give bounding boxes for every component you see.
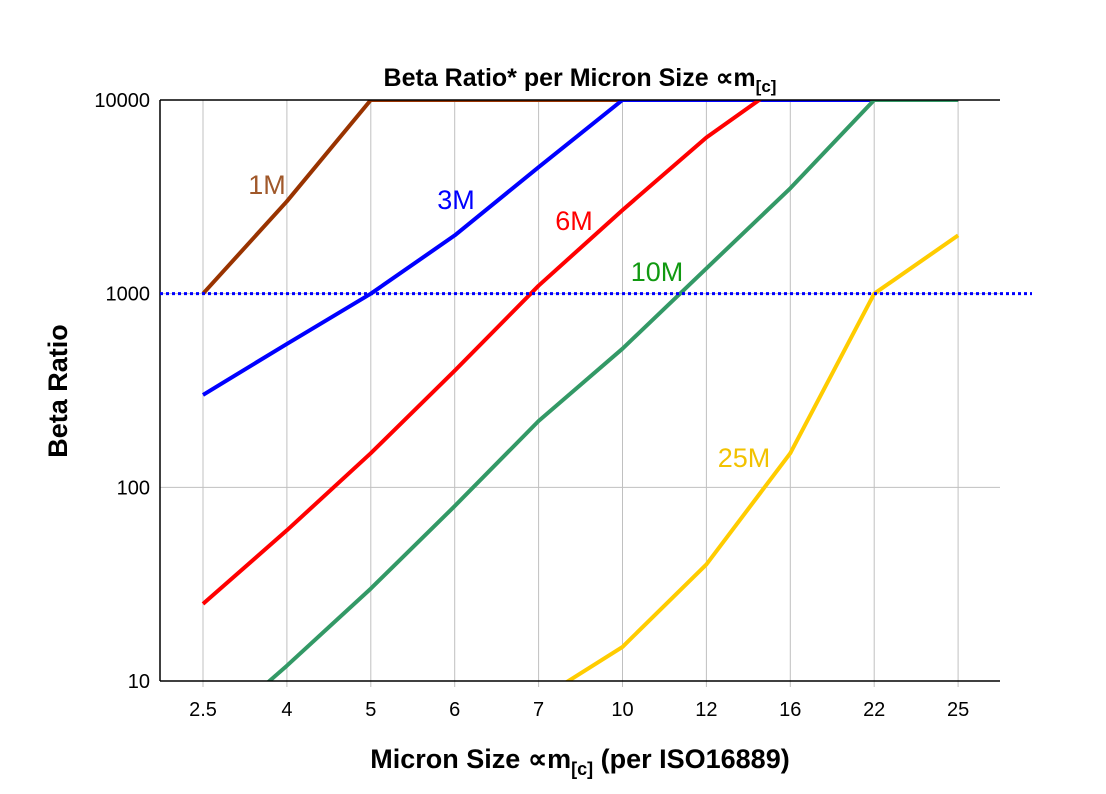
y-axis-label: Beta Ratio bbox=[43, 324, 73, 458]
series-label-6M: 6M bbox=[555, 206, 593, 236]
series-label-1M: 1M bbox=[248, 170, 286, 200]
x-axis-label: Micron Size ∝m[c] (per ISO16889) bbox=[370, 744, 789, 779]
series-label-10M: 10M bbox=[631, 257, 684, 287]
plot-frame bbox=[159, 99, 1032, 682]
x-tick-label: 5 bbox=[365, 699, 376, 721]
x-tick-label: 16 bbox=[779, 699, 801, 721]
series-line-3M bbox=[201, 100, 959, 397]
x-tick-label: 7 bbox=[533, 699, 544, 721]
series-labels: 1M 3M 6M 10M 25M bbox=[248, 170, 770, 473]
x-tick-label: 10 bbox=[611, 699, 633, 721]
chart-title: Beta Ratio* per Micron Size ∝m[c] bbox=[384, 64, 777, 96]
series-line-6M bbox=[201, 100, 959, 606]
x-tick-label: 22 bbox=[863, 699, 885, 721]
y-tick-label: 1000 bbox=[106, 284, 151, 306]
y-tick-labels: 10 100 1000 10000 bbox=[94, 90, 150, 693]
series-label-3M: 3M bbox=[437, 185, 475, 215]
y-tick-label: 10 bbox=[128, 671, 150, 693]
x-tick-label: 2.5 bbox=[189, 699, 217, 721]
x-tick-label: 12 bbox=[695, 699, 717, 721]
series-lines bbox=[201, 100, 960, 681]
x-tick-labels: 2.5 4 5 6 7 10 12 16 22 25 bbox=[189, 699, 969, 721]
series-label-25M: 25M bbox=[718, 443, 771, 473]
series-line-10M bbox=[266, 100, 959, 681]
series-line-25M bbox=[564, 233, 960, 681]
grid bbox=[160, 99, 1000, 687]
x-tick-label: 4 bbox=[281, 699, 292, 721]
y-tick-label: 100 bbox=[117, 477, 150, 499]
y-tick-label: 10000 bbox=[94, 90, 150, 112]
x-tick-label: 6 bbox=[449, 699, 460, 721]
x-tick-label: 25 bbox=[947, 699, 969, 721]
series-line-1M bbox=[201, 100, 959, 296]
